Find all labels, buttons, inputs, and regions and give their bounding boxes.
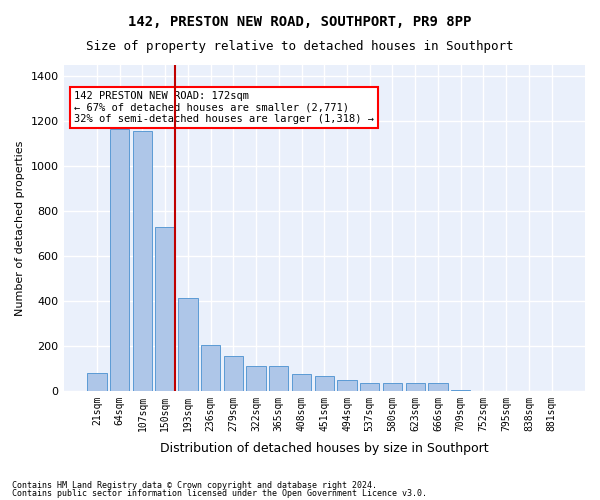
Bar: [133, 132, 152, 391]
Bar: [269, 366, 289, 391]
Bar: [224, 356, 243, 391]
Text: Size of property relative to detached houses in Southport: Size of property relative to detached ho…: [86, 40, 514, 53]
Bar: [201, 344, 220, 391]
Bar: [178, 298, 197, 391]
X-axis label: Distribution of detached houses by size in Southport: Distribution of detached houses by size …: [160, 442, 488, 455]
Text: 142 PRESTON NEW ROAD: 172sqm
← 67% of detached houses are smaller (2,771)
32% of: 142 PRESTON NEW ROAD: 172sqm ← 67% of de…: [74, 91, 374, 124]
Bar: [406, 383, 425, 391]
Bar: [87, 373, 107, 391]
Bar: [110, 129, 130, 391]
Bar: [247, 366, 266, 391]
Bar: [314, 376, 334, 391]
Text: Contains public sector information licensed under the Open Government Licence v3: Contains public sector information licen…: [12, 488, 427, 498]
Bar: [292, 374, 311, 391]
Bar: [383, 383, 402, 391]
Bar: [451, 390, 470, 391]
Bar: [360, 383, 379, 391]
Text: 142, PRESTON NEW ROAD, SOUTHPORT, PR9 8PP: 142, PRESTON NEW ROAD, SOUTHPORT, PR9 8P…: [128, 15, 472, 29]
Bar: [428, 383, 448, 391]
Text: Contains HM Land Registry data © Crown copyright and database right 2024.: Contains HM Land Registry data © Crown c…: [12, 481, 377, 490]
Bar: [337, 380, 356, 391]
Y-axis label: Number of detached properties: Number of detached properties: [15, 140, 25, 316]
Bar: [155, 227, 175, 391]
